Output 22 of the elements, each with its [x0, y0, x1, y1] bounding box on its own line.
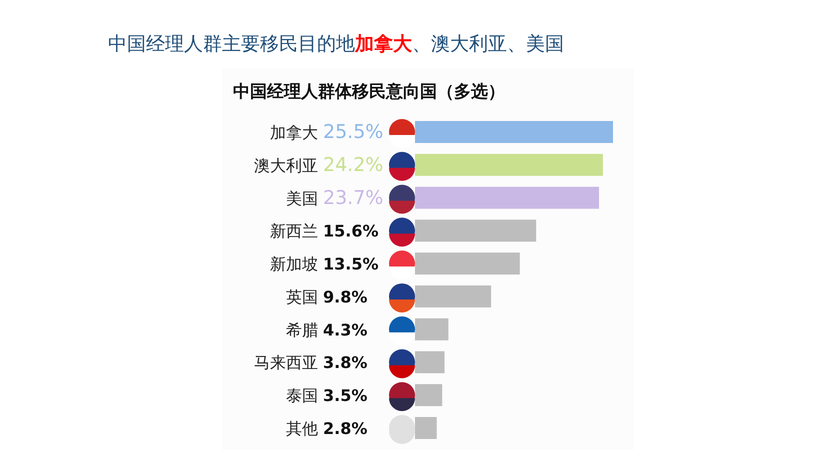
- y-tick-label: 马来西亚: [254, 353, 318, 372]
- y-tick-label: 其他: [286, 419, 318, 438]
- y-tick-label: 澳大利亚: [254, 156, 318, 175]
- data-label: 23.7%: [323, 186, 384, 209]
- data-label: 15.6%: [323, 222, 379, 241]
- data-label: 3.5%: [323, 386, 368, 406]
- data-label: 2.8%: [323, 419, 368, 438]
- data-label: 24.2%: [323, 154, 384, 176]
- y-tick-label: 英国: [286, 287, 318, 306]
- y-tick-label: 美国: [286, 188, 318, 208]
- data-label: 4.3%: [323, 320, 368, 340]
- data-label: 3.8%: [323, 353, 368, 372]
- y-tick-label: 加拿大: [270, 123, 318, 142]
- y-tick-label: 泰国: [286, 386, 318, 406]
- data-label: 25.5%: [323, 121, 384, 143]
- chart-subtitle: 中国经理人群体移民意向国（多选）: [233, 82, 505, 102]
- data-label: 9.8%: [323, 287, 368, 306]
- y-tick-label: 新西兰: [270, 222, 318, 241]
- chart-title: 中国经理人群主要移民目的地加拿大、澳大利亚、美国: [108, 33, 564, 55]
- y-tick-label: 希腊: [286, 320, 318, 340]
- data-label: 13.5%: [323, 254, 379, 274]
- y-tick-label: 新加坡: [270, 254, 318, 274]
